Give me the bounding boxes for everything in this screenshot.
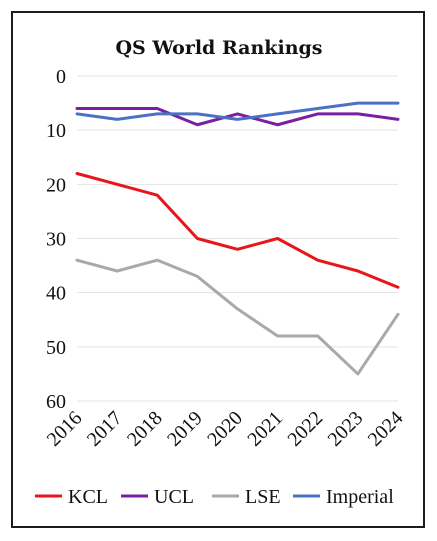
- x-tick-label: 2018: [123, 407, 167, 451]
- x-tick-label: 2019: [163, 407, 207, 451]
- data-point-lse: [396, 312, 400, 316]
- x-tick-label: 2022: [283, 407, 327, 451]
- data-point-imperial: [236, 117, 240, 121]
- data-point-kcl: [75, 172, 79, 176]
- data-point-ucl: [236, 112, 240, 116]
- data-point-kcl: [396, 285, 400, 289]
- series-line-kcl: [75, 172, 400, 289]
- data-point-imperial: [115, 117, 119, 121]
- data-point-imperial: [316, 107, 320, 111]
- x-tick-label: 2023: [324, 407, 368, 451]
- data-point-kcl: [356, 269, 360, 273]
- legend-label-lse: LSE: [245, 486, 281, 508]
- data-point-ucl: [276, 123, 280, 127]
- data-point-ucl: [195, 123, 199, 127]
- data-point-lse: [115, 269, 119, 273]
- data-point-lse: [356, 372, 360, 376]
- data-point-lse: [276, 334, 280, 338]
- legend-label-ucl: UCL: [154, 486, 194, 508]
- y-tick-label: 50: [46, 337, 66, 359]
- data-point-ucl: [396, 117, 400, 121]
- y-tick-label: 60: [46, 391, 66, 413]
- data-point-lse: [155, 258, 159, 262]
- series-line-lse: [75, 258, 400, 376]
- data-point-imperial: [356, 101, 360, 105]
- series-line-imperial: [75, 101, 400, 121]
- series-lines: [75, 101, 400, 376]
- data-point-imperial: [155, 112, 159, 116]
- grid: [77, 75, 398, 402]
- data-point-kcl: [115, 182, 119, 186]
- data-point-kcl: [276, 237, 280, 241]
- x-tick-label: 2020: [203, 407, 247, 451]
- x-tick-label: 2016: [43, 407, 87, 451]
- legend: KCL UCL LSE Imperial: [35, 486, 394, 508]
- legend-label-kcl: KCL: [68, 486, 108, 508]
- y-tick-label: 40: [46, 283, 66, 305]
- data-point-ucl: [316, 112, 320, 116]
- data-point-lse: [75, 258, 79, 262]
- data-point-ucl: [115, 107, 119, 111]
- data-point-kcl: [316, 258, 320, 262]
- x-tick-label: 2017: [83, 407, 127, 451]
- x-tick-label: 2021: [243, 407, 287, 451]
- data-point-ucl: [155, 107, 159, 111]
- data-point-lse: [236, 307, 240, 311]
- data-point-ucl: [356, 112, 360, 116]
- y-tick-label: 0: [56, 66, 66, 88]
- data-point-lse: [195, 274, 199, 278]
- y-tick-label: 30: [46, 229, 66, 251]
- y-tick-label: 20: [46, 174, 66, 196]
- series-line-ucl: [75, 107, 400, 127]
- data-point-lse: [316, 334, 320, 338]
- legend-label-imperial: Imperial: [326, 486, 394, 508]
- chart-title: QS World Rankings: [115, 37, 322, 59]
- data-point-imperial: [276, 112, 280, 116]
- data-point-imperial: [396, 101, 400, 105]
- data-point-imperial: [195, 112, 199, 116]
- data-point-kcl: [155, 193, 159, 197]
- y-axis: 0 10 20 30 40 50 60: [46, 66, 66, 413]
- data-point-imperial: [75, 112, 79, 116]
- x-tick-label: 2024: [364, 407, 408, 451]
- y-tick-label: 10: [46, 120, 66, 142]
- data-point-kcl: [195, 237, 199, 241]
- data-point-kcl: [236, 247, 240, 251]
- data-point-ucl: [75, 107, 79, 111]
